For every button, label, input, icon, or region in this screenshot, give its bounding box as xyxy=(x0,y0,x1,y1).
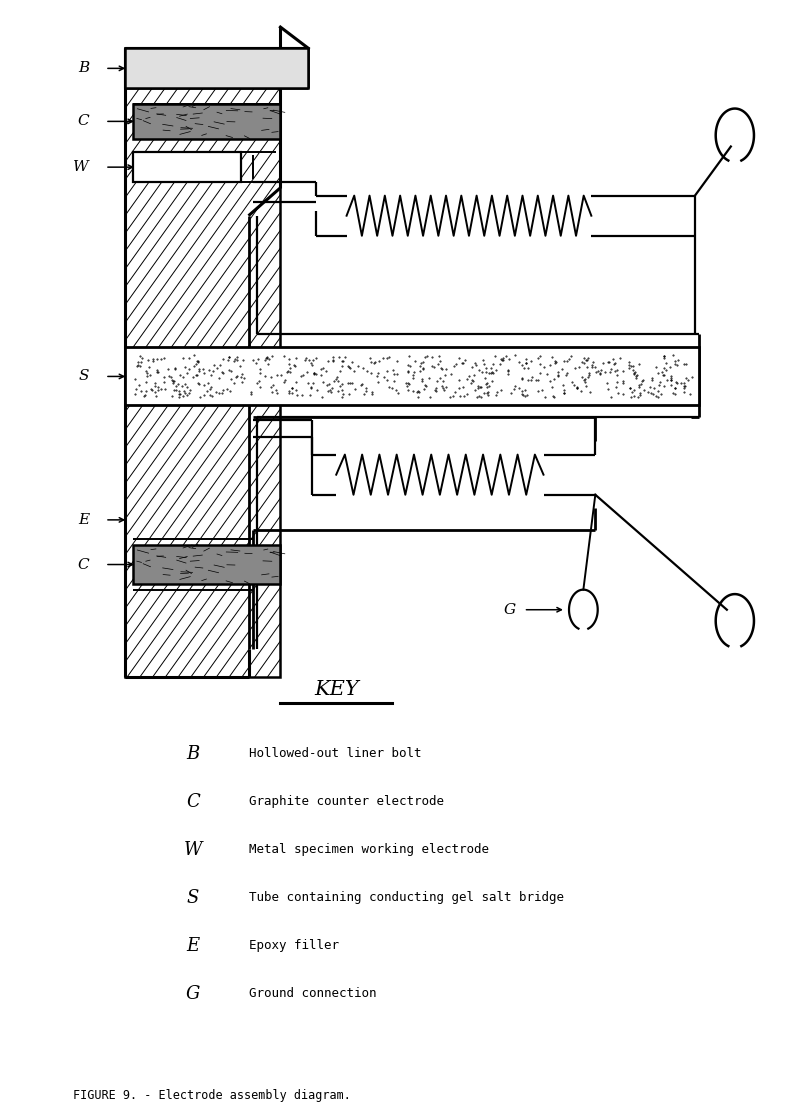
Text: Epoxy filler: Epoxy filler xyxy=(249,939,338,952)
Bar xyxy=(133,545,281,584)
Text: S: S xyxy=(78,369,89,384)
Text: E: E xyxy=(186,937,199,955)
Text: W: W xyxy=(74,160,89,175)
Text: G: G xyxy=(186,985,200,1003)
Text: FIGURE 9. - Electrode assembly diagram.: FIGURE 9. - Electrode assembly diagram. xyxy=(73,1089,351,1102)
Text: KEY: KEY xyxy=(314,680,358,699)
Text: Tube containing conducting gel salt bridge: Tube containing conducting gel salt brid… xyxy=(249,891,563,904)
Text: G: G xyxy=(503,603,515,617)
Text: B: B xyxy=(78,62,89,75)
Text: W: W xyxy=(183,840,202,858)
Text: C: C xyxy=(186,792,199,811)
Text: Ground connection: Ground connection xyxy=(249,987,376,1000)
Bar xyxy=(133,104,281,139)
Bar xyxy=(125,347,699,405)
Text: C: C xyxy=(78,114,89,129)
Bar xyxy=(125,48,281,677)
Text: B: B xyxy=(186,745,199,763)
Text: Metal specimen working electrode: Metal specimen working electrode xyxy=(249,844,489,856)
Text: Hollowed-out liner bolt: Hollowed-out liner bolt xyxy=(249,747,421,760)
Bar xyxy=(125,48,308,88)
Text: C: C xyxy=(78,557,89,572)
Text: Graphite counter electrode: Graphite counter electrode xyxy=(249,796,443,808)
Bar xyxy=(133,152,241,182)
Text: E: E xyxy=(78,513,89,527)
Text: S: S xyxy=(186,888,199,906)
